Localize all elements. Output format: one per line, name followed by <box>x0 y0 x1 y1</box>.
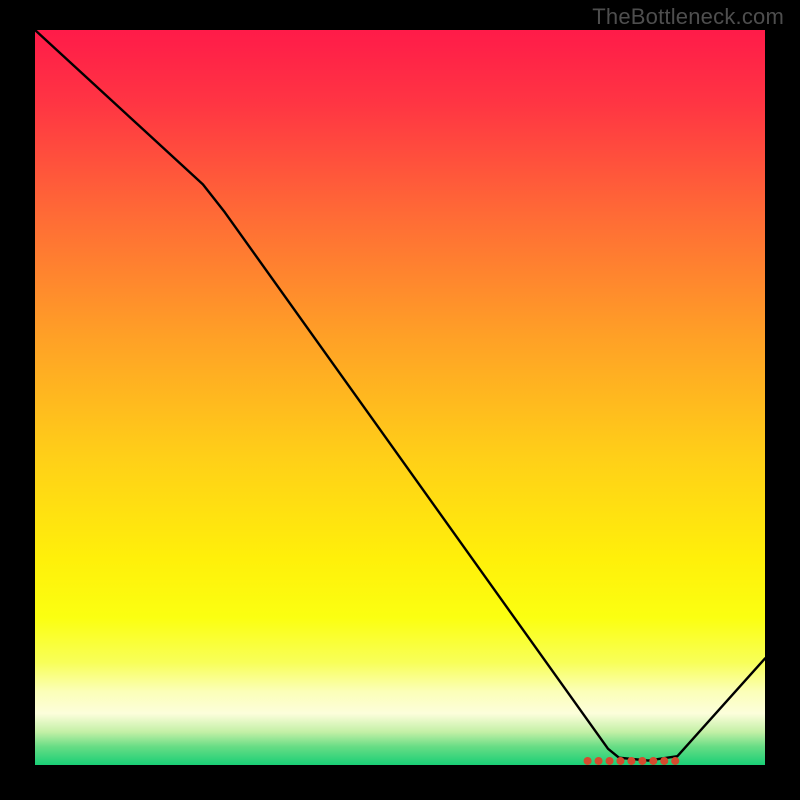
chart-marker <box>595 757 603 765</box>
chart-marker <box>638 757 646 765</box>
chart-marker <box>671 757 679 765</box>
chart-marker <box>616 757 624 765</box>
chart-marker <box>584 757 592 765</box>
chart-marker <box>627 757 635 765</box>
watermark-text: TheBottleneck.com <box>592 4 784 30</box>
chart-marker <box>660 757 668 765</box>
chart-plot-area <box>35 30 765 765</box>
chart-marker-series <box>35 30 765 765</box>
chart-marker <box>606 757 614 765</box>
chart-marker <box>649 757 657 765</box>
